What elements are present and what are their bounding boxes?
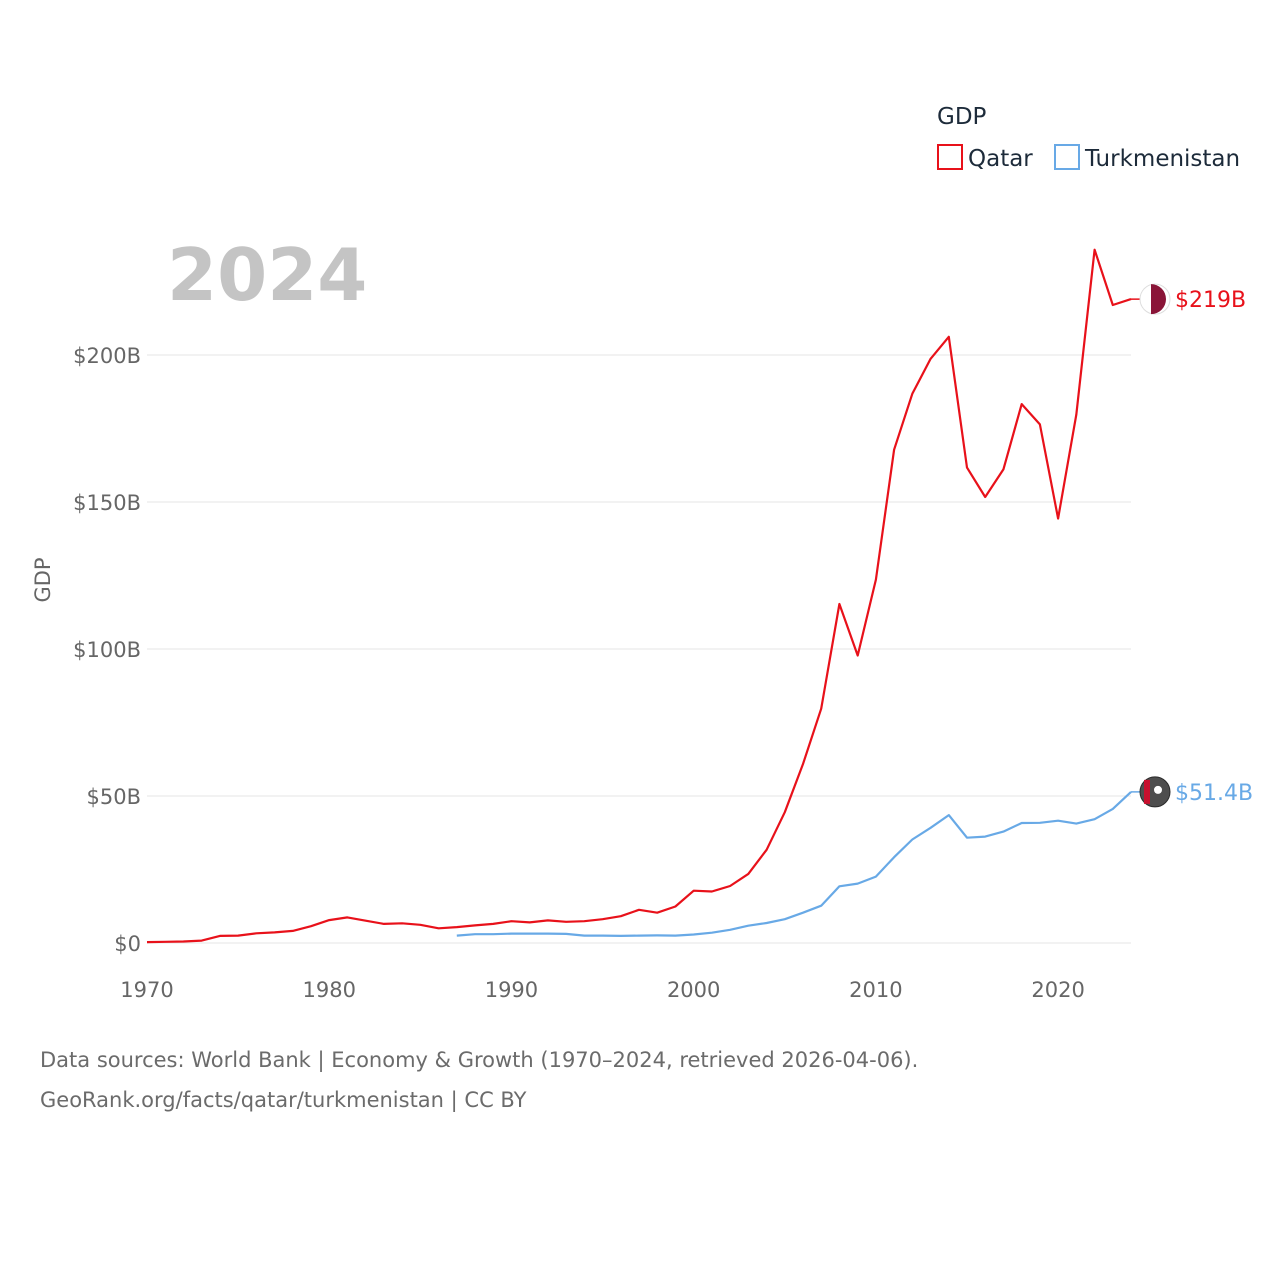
legend-swatch-turkmenistan xyxy=(1054,144,1080,170)
gdp-line-chart: $0 $50B $100B $150B $200B 1970 1980 1990 2000 20… xyxy=(31,104,1253,1002)
legend-label-qatar: Qatar xyxy=(968,146,1033,172)
legend-label-turkmenistan: Turkmenistan xyxy=(1084,146,1240,172)
x-tick-label: 1980 xyxy=(302,978,355,1002)
x-tick-label: 2010 xyxy=(849,978,902,1002)
legend: GDP Qatar Turkmenistan xyxy=(937,104,1240,172)
legend-item-qatar[interactable]: Qatar xyxy=(937,144,1033,172)
flag-stripe xyxy=(1144,779,1150,804)
y-tick-label: $100B xyxy=(73,638,141,662)
qatar-flag-icon xyxy=(1139,283,1171,315)
end-value-label-qatar: $219B xyxy=(1175,288,1246,313)
gridlines xyxy=(147,354,1131,944)
data-source-footer: Data sources: World Bank | Economy & Gro… xyxy=(40,1040,1240,1120)
y-tick-label: $0 xyxy=(114,932,141,956)
footer-sources: Data sources: World Bank | Economy & Gro… xyxy=(40,1048,919,1072)
y-axis-ticks: $0 $50B $100B $150B $200B xyxy=(73,344,141,956)
y-tick-label: $200B xyxy=(73,344,141,368)
x-tick-label: 2000 xyxy=(667,978,720,1002)
footer-attribution[interactable]: GeoRank.org/facts/qatar/turkmenistan | C… xyxy=(40,1088,527,1112)
y-tick-label: $50B xyxy=(87,785,142,809)
series-line-turkmenistan xyxy=(456,791,1132,937)
legend-item-turkmenistan[interactable]: Turkmenistan xyxy=(1054,144,1240,172)
y-tick-label: $150B xyxy=(73,491,141,515)
flag-maroon xyxy=(1151,284,1166,315)
x-tick-label: 1970 xyxy=(120,978,173,1002)
y-axis-title: GDP xyxy=(31,557,55,602)
x-axis-ticks: 1970 1980 1990 2000 2010 2020 xyxy=(120,978,1085,1002)
end-markers: $219B $51.4B xyxy=(1131,283,1253,808)
x-tick-label: 1990 xyxy=(485,978,538,1002)
series-layer xyxy=(146,248,1132,944)
x-tick-label: 2020 xyxy=(1031,978,1084,1002)
end-value-label-turkmenistan: $51.4B xyxy=(1175,781,1253,806)
flag-crescent xyxy=(1154,785,1162,794)
legend-title: GDP xyxy=(937,104,987,130)
year-label: 2024 xyxy=(167,233,367,317)
legend-swatch-qatar xyxy=(937,144,963,170)
series-line-qatar xyxy=(146,248,1132,944)
turkmenistan-flag-icon xyxy=(1139,776,1171,808)
